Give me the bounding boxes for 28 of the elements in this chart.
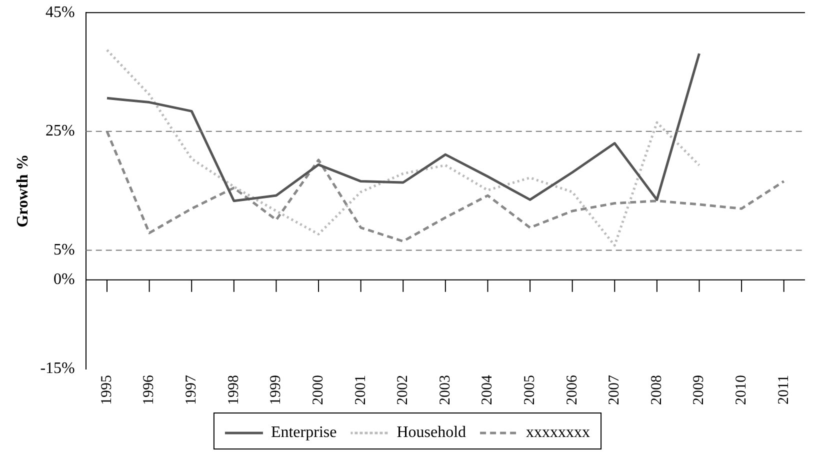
x-tick-label: 1996 — [141, 374, 158, 405]
x-tick-label: 2004 — [480, 374, 496, 405]
legend-label: Enterprise — [270, 424, 337, 442]
line-series — [106, 48, 700, 247]
x-tick-label: 2009 — [691, 375, 708, 405]
x-tick-label: 1999 — [268, 375, 284, 405]
x-tick-label: 2007 — [606, 374, 623, 405]
y-tick-label: 0% — [54, 271, 75, 288]
line-series — [106, 130, 786, 243]
x-tick-label: 2001 — [352, 375, 369, 405]
x-tick-label: 2010 — [733, 375, 750, 405]
x-tick-label: 2000 — [310, 375, 326, 405]
x-tick-label: 2008 — [648, 375, 665, 405]
legend-label: Household — [396, 424, 466, 442]
x-tick-label: 2006 — [564, 374, 580, 405]
x-tick-label: 2011 — [776, 375, 792, 404]
x-tick-label: 1997 — [184, 374, 200, 405]
legend-label: xxxxxxxx — [526, 424, 590, 442]
y-tick-label: -15% — [40, 360, 75, 378]
y-tick-label: 45% — [46, 4, 75, 21]
x-tick-label: 1995 — [98, 375, 115, 405]
x-tick-label: 1998 — [226, 375, 242, 405]
x-tick-label: 2005 — [522, 375, 538, 405]
y-tick-label: 25% — [46, 122, 75, 140]
y-tick-label: 5% — [54, 241, 75, 258]
x-tick-label: 2003 — [437, 375, 454, 405]
y-axis-title: Growth % — [14, 154, 32, 228]
x-tick-label: 2002 — [395, 375, 412, 405]
